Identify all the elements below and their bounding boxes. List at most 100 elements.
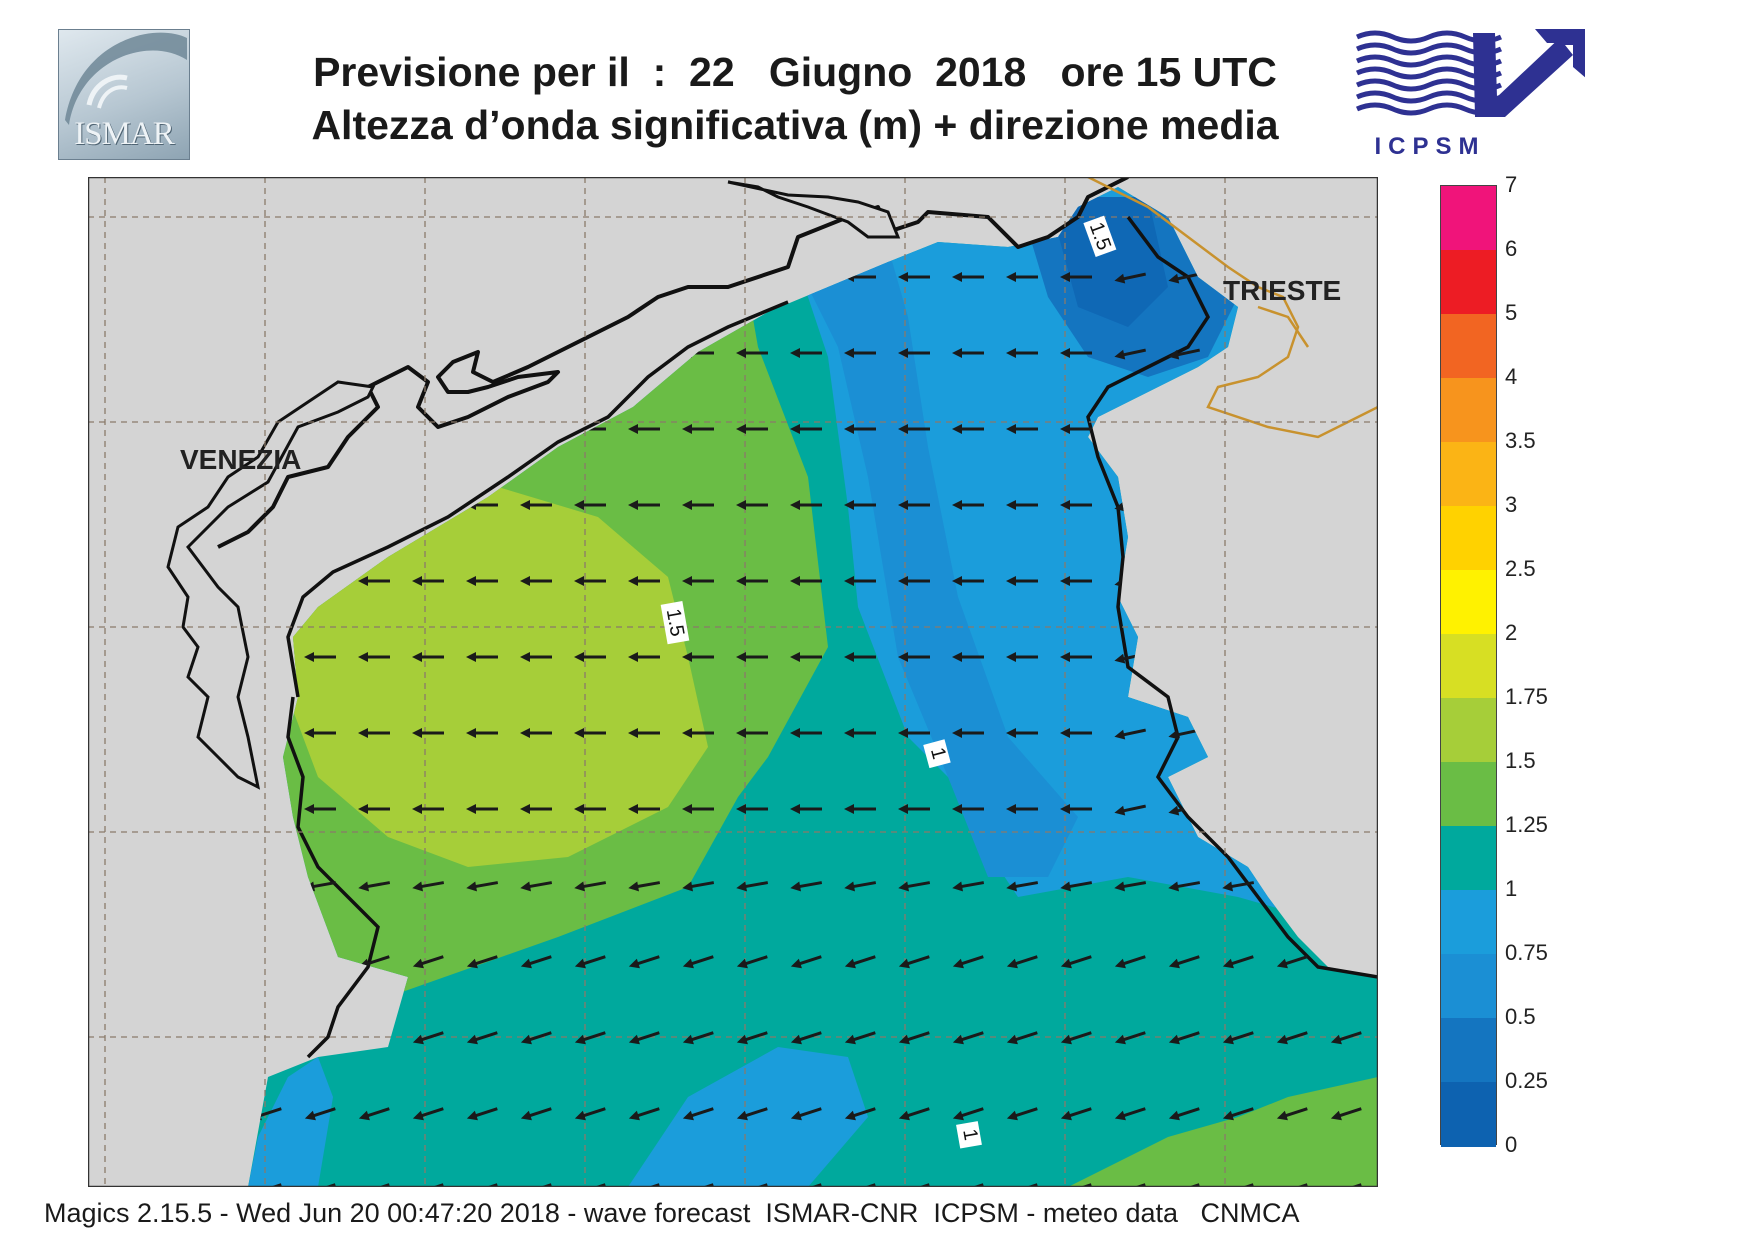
wave-direction-arrow (1060, 500, 1092, 510)
wave-direction-arrow (1114, 881, 1147, 892)
wave-direction-arrow (1168, 955, 1200, 969)
colorbar-swatch (1441, 314, 1496, 379)
wave-direction-arrow (844, 500, 876, 510)
wave-direction-arrow (1222, 881, 1255, 892)
wave-direction-arrow (574, 728, 606, 738)
colorbar-tick-label: 0 (1505, 1132, 1518, 1157)
colorbar-tick-label: 1.25 (1505, 812, 1548, 837)
place-label-venezia: VENEZIA (180, 444, 301, 475)
wave-direction-arrow (1006, 1107, 1038, 1121)
wave-direction-arrow (898, 1107, 930, 1121)
wave-direction-arrow (358, 576, 390, 586)
wave-direction-arrow (1060, 272, 1092, 282)
wave-direction-arrow (628, 728, 660, 738)
wave-direction-arrow (574, 955, 606, 969)
wave-direction-arrow (520, 728, 552, 738)
wave-direction-arrow (1276, 955, 1308, 969)
wave-direction-arrow (898, 424, 930, 434)
colorbar (1440, 185, 1497, 1147)
wave-direction-arrow (628, 576, 660, 586)
colorbar-swatch (1441, 570, 1496, 635)
wave-direction-arrow (1006, 500, 1038, 510)
wave-direction-arrow (1060, 728, 1092, 738)
wave-direction-arrow (736, 804, 768, 814)
wave-direction-arrow (790, 955, 822, 969)
wave-direction-arrow (1330, 1107, 1362, 1121)
wave-direction-arrow (520, 804, 552, 814)
wave-direction-arrow (628, 424, 660, 434)
wave-direction-arrow (1222, 1031, 1254, 1045)
wave-direction-arrow (736, 348, 768, 358)
wave-direction-arrow (844, 1031, 876, 1045)
wave-direction-arrow (628, 1031, 660, 1045)
wave-direction-arrow (898, 728, 930, 738)
wave-direction-arrow (1006, 576, 1038, 586)
wave-direction-arrow (844, 955, 876, 969)
wave-direction-arrow (736, 424, 768, 434)
lagoon-marano (727, 180, 901, 239)
wave-direction-arrow (628, 881, 661, 892)
contour-label: 1 (926, 745, 950, 761)
wave-direction-arrow (1114, 1107, 1146, 1121)
wave-direction-arrow (1114, 955, 1146, 969)
wave-direction-arrow (1006, 881, 1039, 892)
wave-direction-arrow (844, 804, 876, 814)
colorbar-swatch (1441, 762, 1496, 827)
wave-direction-arrow (736, 955, 768, 969)
wave-direction-arrow (466, 728, 498, 738)
wave-direction-arrow (520, 652, 552, 662)
icpsm-logo-text: ICPSM (1374, 133, 1486, 160)
wave-direction-arrow (574, 804, 606, 814)
wave-direction-arrow (574, 881, 607, 892)
wave-direction-arrow (574, 500, 606, 510)
wave-direction-arrow (844, 728, 876, 738)
national-border (1087, 177, 1378, 439)
wave-direction-arrow (1168, 272, 1201, 284)
wave-direction-arrow (790, 652, 822, 662)
wave-direction-arrow (1168, 881, 1201, 892)
wave-direction-arrow (466, 955, 498, 969)
wave-direction-arrow (412, 1107, 444, 1121)
icpsm-waves-arrow-emblem (1355, 29, 1587, 117)
wave-direction-arrow (574, 1031, 606, 1045)
lat-lon-grid (88, 177, 1378, 1187)
wave-direction-arrow (898, 881, 931, 892)
wave-direction-arrow (952, 804, 984, 814)
wave-height-map: VENEZIA TRIESTE 1.5 1.5 1 1 (88, 177, 1378, 1187)
wave-direction-arrow (790, 728, 822, 738)
wave-direction-arrow (952, 881, 985, 892)
wave-direction-arrow (520, 1107, 552, 1121)
wave-direction-arrow (412, 576, 444, 586)
contour-label: 1.5 (662, 607, 688, 638)
wave-direction-arrow (628, 500, 660, 510)
wave-direction-arrow (1114, 804, 1147, 816)
colorbar-tick-label: 4 (1505, 364, 1518, 389)
wave-direction-arrow (682, 1031, 714, 1045)
colorbar-swatch (1441, 698, 1496, 763)
wave-direction-arrow (844, 576, 876, 586)
colorbar-tick-label: 0.75 (1505, 940, 1548, 965)
wave-direction-arrow (304, 1107, 336, 1121)
lagoon-venezia (166, 380, 376, 790)
wave-direction-arrow (844, 881, 877, 892)
wave-direction-arrow (1006, 272, 1038, 282)
wave-direction-arrow (682, 652, 714, 662)
colorbar-tick-label: 1.75 (1505, 684, 1548, 709)
ismar-logo: ISMAR (58, 29, 190, 160)
wave-direction-arrow (466, 576, 498, 586)
colorbar-tick-label: 0.5 (1505, 1004, 1536, 1029)
wave-direction-arrow (736, 1031, 768, 1045)
wave-direction-arrow (574, 576, 606, 586)
wave-direction-arrow (682, 576, 714, 586)
wave-direction-arrow (358, 804, 390, 814)
wave-direction-arrow (1006, 804, 1038, 814)
title-line-forecast-date: Previsione per il : 22 Giugno 2018 ore 1… (313, 49, 1277, 95)
wave-direction-arrow (520, 1031, 552, 1045)
wave-direction-arrow (736, 576, 768, 586)
wave-direction-arrow (790, 804, 822, 814)
wave-direction-arrow (1006, 424, 1038, 434)
wave-direction-arrow (1168, 1031, 1200, 1045)
wave-direction-arrow (898, 272, 930, 282)
wave-direction-arrow (952, 424, 984, 434)
wave-direction-arrow (520, 881, 553, 892)
